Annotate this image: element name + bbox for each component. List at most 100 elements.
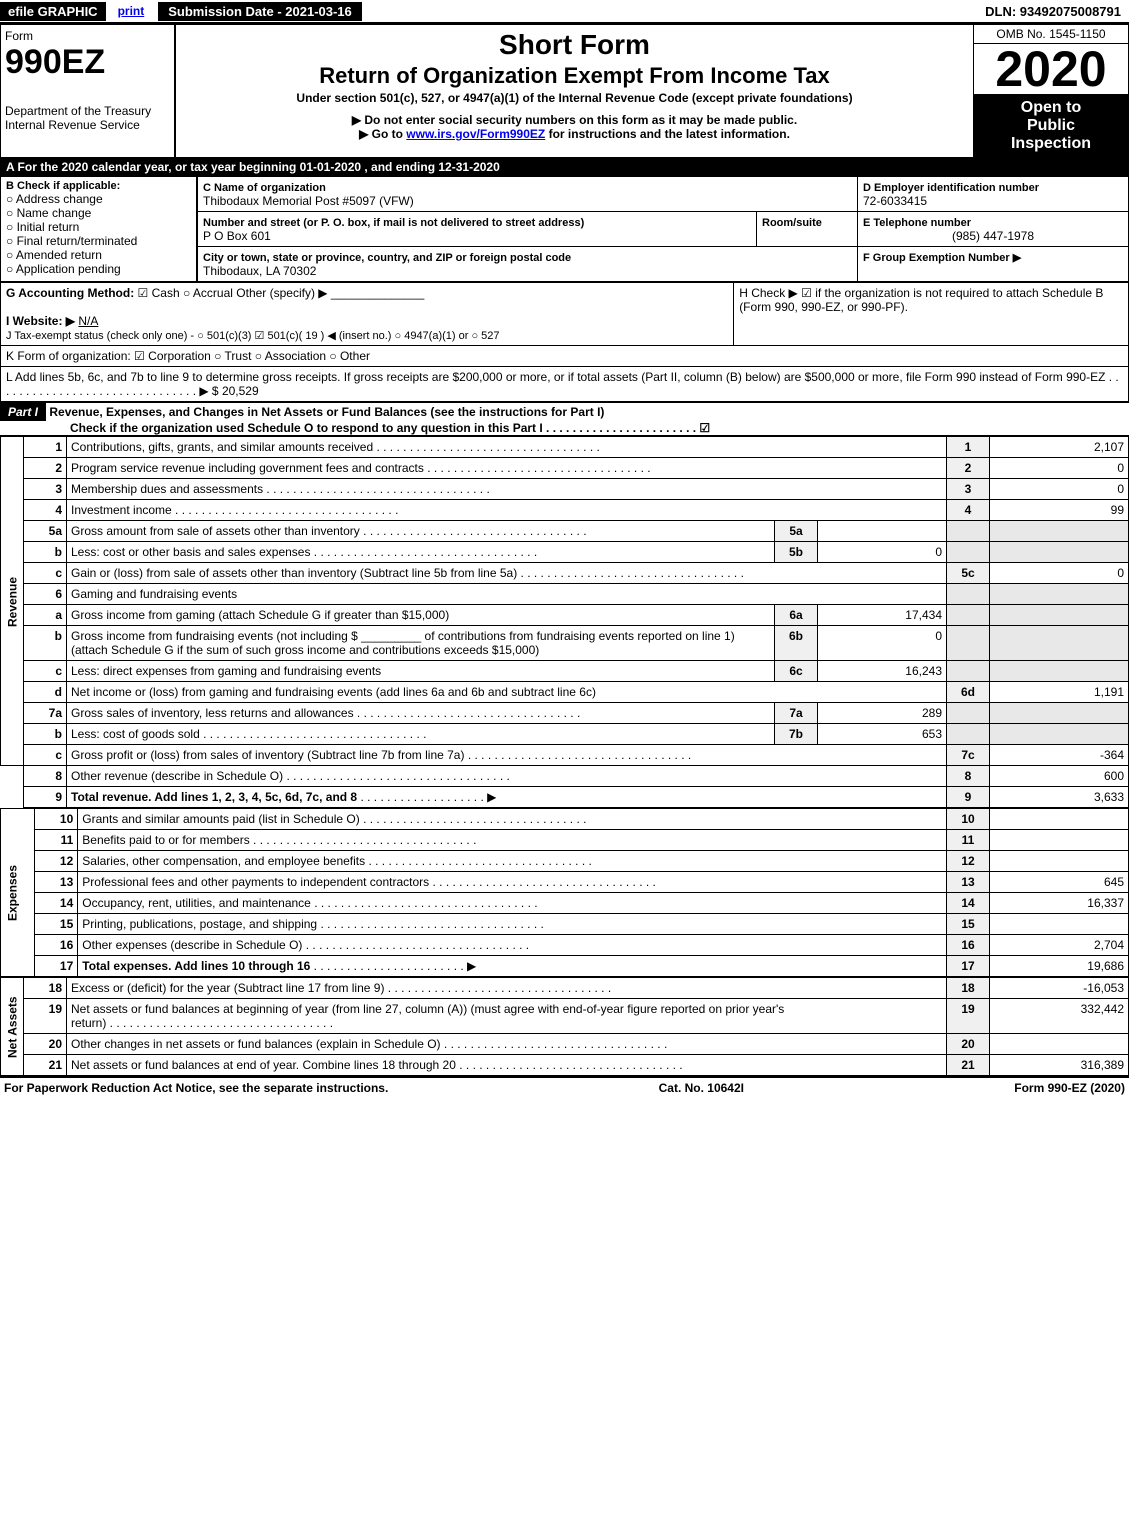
expenses-vlabel: Expenses — [1, 809, 35, 977]
line-5a-no: 5a — [24, 521, 67, 542]
line-14-text: Occupancy, rent, utilities, and maintena… — [78, 893, 947, 914]
line-13-amtno: 13 — [947, 872, 990, 893]
line-11-amt — [990, 830, 1129, 851]
line-7a-subamt: 289 — [818, 703, 947, 724]
line-6d-text: Net income or (loss) from gaming and fun… — [67, 682, 947, 703]
submission-date: Submission Date - 2021-03-16 — [156, 2, 362, 21]
line-5b-subamt: 0 — [818, 542, 947, 563]
box-f-label: F Group Exemption Number ▶ — [863, 252, 1021, 264]
part-i-header: Part I Revenue, Expenses, and Changes in… — [0, 402, 1129, 436]
line-6a-no: a — [24, 605, 67, 626]
shade-7a-amt — [990, 703, 1129, 724]
line-6b-no: b — [24, 626, 67, 661]
line-15-text: Printing, publications, postage, and shi… — [78, 914, 947, 935]
shade-6b — [947, 626, 990, 661]
line-7a-no: 7a — [24, 703, 67, 724]
form-header: Form 990EZ Department of the Treasury In… — [0, 24, 1129, 158]
box-j-text: J Tax-exempt status (check only one) - ○… — [6, 330, 500, 342]
line-7c-text: Gross profit or (loss) from sales of inv… — [67, 745, 947, 766]
ssn-note: Do not enter social security numbers on … — [182, 113, 967, 127]
line-7c-no: c — [24, 745, 67, 766]
line-7a-text: Gross sales of inventory, less returns a… — [67, 703, 775, 724]
chk-amended[interactable]: Amended return — [6, 248, 191, 262]
line-3-no: 3 — [24, 479, 67, 500]
chk-cash[interactable]: Cash — [138, 286, 180, 300]
shade-5b-amt — [990, 542, 1129, 563]
shade-6-amt — [990, 584, 1129, 605]
inspect-line3: Inspection — [978, 135, 1124, 153]
line-11-no: 11 — [35, 830, 78, 851]
line-14-amt: 16,337 — [990, 893, 1129, 914]
city-value: Thibodaux, LA 70302 — [203, 264, 316, 278]
line-20-amtno: 20 — [947, 1034, 990, 1055]
line-5c-amtno: 5c — [947, 563, 990, 584]
line-14-amtno: 14 — [947, 893, 990, 914]
line-4-amtno: 4 — [947, 500, 990, 521]
line-16-amt: 2,704 — [990, 935, 1129, 956]
line-4-text: Investment income — [67, 500, 947, 521]
line-21-text: Net assets or fund balances at end of ye… — [67, 1055, 947, 1076]
line-12-amt — [990, 851, 1129, 872]
line-17-amtno: 17 — [947, 956, 990, 977]
chk-accrual[interactable]: Accrual — [183, 286, 233, 300]
line-6d-amt: 1,191 — [990, 682, 1129, 703]
line-9-amtno: 9 — [947, 787, 990, 808]
chk-address-change[interactable]: Address change — [6, 192, 191, 206]
line-1-amtno: 1 — [947, 437, 990, 458]
line-5b-subno: 5b — [775, 542, 818, 563]
line-5c-text: Gain or (loss) from sale of assets other… — [67, 563, 947, 584]
box-d-label: D Employer identification number — [863, 182, 1039, 194]
line-6a-subamt: 17,434 — [818, 605, 947, 626]
dln-number: DLN: 93492075008791 — [985, 4, 1129, 19]
part-i-title: Revenue, Expenses, and Changes in Net As… — [49, 405, 604, 419]
room-label: Room/suite — [762, 217, 822, 229]
line-9-no: 9 — [24, 787, 67, 808]
line-6d-no: d — [24, 682, 67, 703]
footer-form: Form 990-EZ (2020) — [1014, 1081, 1125, 1095]
chk-final-return[interactable]: Final return/terminated — [6, 234, 191, 248]
line-6-text: Gaming and fundraising events — [67, 584, 947, 605]
line-5b-no: b — [24, 542, 67, 563]
line-12-amtno: 12 — [947, 851, 990, 872]
line-8-text: Other revenue (describe in Schedule O) — [67, 766, 947, 787]
inspect-line2: Public — [978, 117, 1124, 135]
line-10-amt — [990, 809, 1129, 830]
box-l-text: L Add lines 5b, 6c, and 7b to line 9 to … — [1, 367, 1129, 402]
line-17-bold: Total expenses. Add lines 10 through 16 — [82, 959, 310, 973]
street-value: P O Box 601 — [203, 229, 271, 243]
line-8-amt: 600 — [990, 766, 1129, 787]
instructions-link[interactable]: www.irs.gov/Form990EZ — [406, 127, 545, 141]
line-17-amt: 19,686 — [990, 956, 1129, 977]
line-3-text: Membership dues and assessments — [67, 479, 947, 500]
line-16-no: 16 — [35, 935, 78, 956]
line-7b-no: b — [24, 724, 67, 745]
box-b-label: B Check if applicable: — [6, 180, 191, 192]
line-6c-subno: 6c — [775, 661, 818, 682]
line-1-text: Contributions, gifts, grants, and simila… — [67, 437, 947, 458]
footer-pra: For Paperwork Reduction Act Notice, see … — [4, 1081, 388, 1095]
line-6-no: 6 — [24, 584, 67, 605]
chk-name-change[interactable]: Name change — [6, 206, 191, 220]
return-title: Return of Organization Exempt From Incom… — [182, 63, 967, 89]
line-6a-subno: 6a — [775, 605, 818, 626]
chk-initial-return[interactable]: Initial return — [6, 220, 191, 234]
line-12-text: Salaries, other compensation, and employ… — [78, 851, 947, 872]
line-19-no: 19 — [24, 999, 67, 1034]
line-13-amt: 645 — [990, 872, 1129, 893]
line-11-text: Benefits paid to or for members — [78, 830, 947, 851]
print-link[interactable]: print — [118, 4, 145, 18]
chk-app-pending[interactable]: Application pending — [6, 262, 191, 276]
top-bar: efile GRAPHIC print Submission Date - 20… — [0, 0, 1129, 24]
line-19-amt: 332,442 — [990, 999, 1129, 1034]
line-8-amtno: 8 — [947, 766, 990, 787]
line-10-no: 10 — [35, 809, 78, 830]
line-5a-subno: 5a — [775, 521, 818, 542]
shade-6c — [947, 661, 990, 682]
line-6c-no: c — [24, 661, 67, 682]
agency-label: Internal Revenue Service — [5, 118, 170, 132]
line-2-text: Program service revenue including govern… — [67, 458, 947, 479]
line-15-amtno: 15 — [947, 914, 990, 935]
line-7b-subno: 7b — [775, 724, 818, 745]
box-k-text: K Form of organization: ☑ Corporation ○ … — [1, 346, 1129, 367]
shade-5a-amt — [990, 521, 1129, 542]
